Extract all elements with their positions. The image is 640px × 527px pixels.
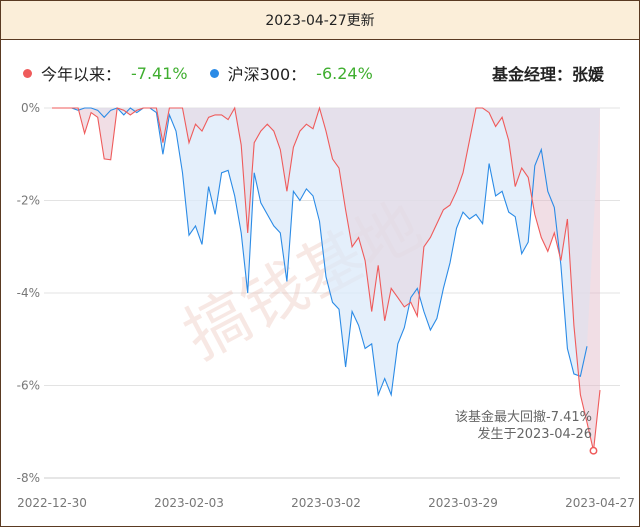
x-tick-label: 2023-04-27: [565, 496, 635, 510]
fund-line: [52, 106, 601, 451]
y-tick-label: -8%: [17, 471, 40, 485]
index-line: [52, 107, 588, 397]
y-tick-label: -2%: [17, 194, 40, 208]
update-date-text: 2023-04-27更新: [265, 13, 375, 29]
x-tick-label: 2023-02-03: [154, 496, 224, 510]
legend-label-index: 沪深300：: [227, 65, 307, 84]
update-date-header: 2023-04-27更新: [1, 1, 639, 40]
chart-legend: 今年以来： -7.41% 沪深300： -6.24%: [23, 61, 395, 85]
max-drawdown-marker: [589, 446, 598, 455]
fund-area-overlay: [52, 108, 600, 451]
legend-item-fund[interactable]: 今年以来： -7.41%: [23, 61, 188, 85]
x-tick-label: 2022-12-30: [17, 496, 87, 510]
annotation-line-2: 发生于2023-04-26: [477, 426, 592, 442]
legend-item-index[interactable]: 沪深300： -6.24%: [209, 61, 373, 85]
legend-dot-fund: [23, 68, 32, 78]
y-tick-label: 0%: [21, 101, 40, 115]
x-tick-label: 2023-03-29: [428, 496, 498, 510]
fund-manager: 基金经理：张媛: [491, 65, 604, 84]
annotation-line-1: 该基金最大回撤-7.41%: [455, 409, 592, 425]
legend-dot-index: [209, 68, 219, 78]
legend-value-index: -6.24%: [316, 63, 373, 83]
legend-label-fund: 今年以来：: [41, 65, 122, 84]
legend-value-fund: -7.41%: [131, 63, 188, 83]
y-tick-label: -6%: [17, 379, 40, 393]
y-tick-label: -4%: [17, 286, 40, 300]
index-area: [52, 108, 600, 395]
x-tick-label: 2023-03-02: [291, 496, 361, 510]
